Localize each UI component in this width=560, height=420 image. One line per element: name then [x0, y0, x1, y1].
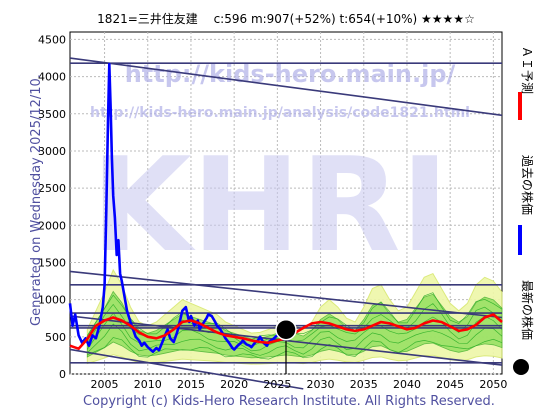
- x-tick-label: 2010: [134, 378, 162, 391]
- generated-label: Generated on Wednesday 2025/12/10.: [29, 74, 44, 326]
- x-tick-label: 2025: [263, 378, 291, 391]
- y-tick-label: 1000: [38, 294, 66, 307]
- y-tick-label: 0: [59, 368, 66, 381]
- x-tick-label: 2045: [436, 378, 464, 391]
- x-tick-label: 2020: [220, 378, 248, 391]
- x-tick-label: 2015: [177, 378, 205, 391]
- y-tick-label: 500: [45, 331, 66, 344]
- y-tick-label: 1500: [38, 256, 66, 269]
- series-past-line: [68, 62, 279, 354]
- y-tick-label: 3500: [38, 108, 66, 121]
- chart-title: 1821=三井住友建 c:596 m:907(+52%) t:654(+10%)…: [97, 12, 475, 26]
- y-tick-label: 2500: [38, 182, 66, 195]
- y-tick-label: 4000: [38, 71, 66, 84]
- y-axis-ticks: 0 500 1000 1500 2000 2500 3000 3500 4000 4500: [38, 33, 66, 381]
- trend-line: [69, 57, 503, 117]
- x-tick-label: 2050: [479, 378, 507, 391]
- legend-ai-label: ＡＩ予測: [520, 46, 534, 94]
- x-axis-ticks: 2005 2010 2015 2020 2025 2030 2035 2040 2045 2050: [91, 378, 508, 391]
- x-tick-label: 2005: [91, 378, 119, 391]
- watermark-url2: http://kids-hero.main.jp/analysis/code18…: [90, 105, 470, 121]
- legend-latest-label: 最新の株価: [520, 280, 535, 340]
- x-tick-label: 2040: [393, 378, 421, 391]
- prediction-path: [87, 337, 503, 360]
- footer-copyright: Copyright (c) Kids-Hero Research Institu…: [83, 394, 495, 409]
- prediction-core-band: [86, 290, 503, 359]
- watermark-big: KHRI: [91, 129, 449, 281]
- legend: ＡＩ予測 過去の株価 最新の株価: [513, 46, 535, 375]
- x-tick-label: 2035: [350, 378, 378, 391]
- x-tick-label: 2030: [307, 378, 335, 391]
- watermark-url1: http://kids-hero.main.jp/: [125, 60, 456, 88]
- y-tick-label: 4500: [38, 33, 66, 46]
- series-layer: [68, 62, 503, 374]
- y-tick-label: 3000: [38, 145, 66, 158]
- trend-line: [69, 348, 304, 390]
- trend-line: [69, 270, 503, 319]
- prediction-path: [87, 323, 503, 356]
- y-tick-label: 2000: [38, 219, 66, 232]
- legend-latest-dot: [513, 359, 529, 375]
- latest-price-dot: [275, 318, 297, 341]
- legend-past-label: 過去の株価: [520, 155, 535, 215]
